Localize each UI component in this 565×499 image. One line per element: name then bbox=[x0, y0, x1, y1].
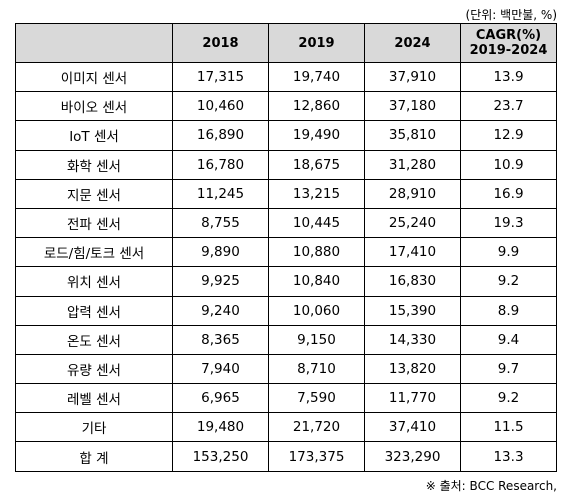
table-cell: 10,060 bbox=[268, 295, 365, 326]
header-cell-1: 2018 bbox=[172, 23, 269, 63]
table-row: 이미지 센서 17,315 19,740 37,910 13.9 bbox=[15, 61, 557, 93]
table-cell: 18,675 bbox=[268, 149, 365, 180]
sensor-market-table: 2018 2019 2024 CAGR(%) 2019-2024 이미지 센서 17,3… bbox=[15, 23, 557, 472]
table-cell: 9,150 bbox=[268, 324, 365, 355]
table-cell: 31,280 bbox=[364, 149, 461, 180]
table-cell: 10,840 bbox=[268, 266, 365, 297]
table-cell: 10,880 bbox=[268, 237, 365, 268]
table-cell: 323,290 bbox=[364, 441, 461, 472]
row-label: 바이오 센서 bbox=[15, 91, 173, 122]
row-label: 기타 bbox=[15, 412, 173, 443]
table-cell: 8,365 bbox=[172, 324, 269, 355]
table-cell: 7,940 bbox=[172, 353, 269, 385]
table-cell: 16,890 bbox=[172, 120, 269, 151]
table-cell: 9.2 bbox=[460, 383, 557, 414]
header-cell-2: 2019 bbox=[268, 23, 365, 63]
table-cell: 28,910 bbox=[364, 178, 461, 209]
table-cell: 17,315 bbox=[172, 61, 269, 93]
table-cell: 11,770 bbox=[364, 383, 461, 414]
row-label: 온도 센서 bbox=[15, 324, 173, 355]
row-label: 이미지 센서 bbox=[15, 61, 173, 93]
table-header-row: 2018 2019 2024 CAGR(%) 2019-2024 bbox=[15, 23, 557, 63]
table-row: 전파 센서 8,755 10,445 25,240 19.3 bbox=[15, 207, 557, 239]
header-cell-category bbox=[15, 23, 173, 63]
row-label: 로드/힘/토크 센서 bbox=[15, 237, 173, 268]
table-cell: 13.3 bbox=[460, 441, 557, 472]
table-cell: 11,245 bbox=[172, 178, 269, 209]
row-label: 레벨 센서 bbox=[15, 383, 173, 414]
table-cell: 19,480 bbox=[172, 412, 269, 443]
table-cell: 19.3 bbox=[460, 207, 557, 239]
row-label: 화학 센서 bbox=[15, 149, 173, 180]
table-row: 로드/힘/토크 센서 9,890 10,880 17,410 9.9 bbox=[15, 237, 557, 268]
row-label: 유량 센서 bbox=[15, 353, 173, 385]
table-body: 이미지 센서 17,315 19,740 37,910 13.9 바이오 센서 10,460… bbox=[15, 61, 557, 472]
table-cell: 9,240 bbox=[172, 295, 269, 326]
table-cell: 9,925 bbox=[172, 266, 269, 297]
table-cell: 8,755 bbox=[172, 207, 269, 239]
header-cell-3: 2024 bbox=[364, 23, 461, 63]
table-cell: 12.9 bbox=[460, 120, 557, 151]
table-cell: 10,445 bbox=[268, 207, 365, 239]
source-note: ※ 출처: BCC Research, bbox=[425, 479, 557, 493]
row-label: 지문 센서 bbox=[15, 178, 173, 209]
table-cell: 37,910 bbox=[364, 61, 461, 93]
table-row: 압력 센서 9,240 10,060 15,390 8.9 bbox=[15, 295, 557, 326]
table-cell: 12,860 bbox=[268, 91, 365, 122]
table-row: 기타 19,480 21,720 37,410 11.5 bbox=[15, 412, 557, 443]
table-cell: 25,240 bbox=[364, 207, 461, 239]
table-cell: 15,390 bbox=[364, 295, 461, 326]
table-cell: 16,780 bbox=[172, 149, 269, 180]
table-cell: 35,810 bbox=[364, 120, 461, 151]
table-row: 바이오 센서 10,460 12,860 37,180 23.7 bbox=[15, 91, 557, 122]
table-cell: 16,830 bbox=[364, 266, 461, 297]
row-label: 위치 센서 bbox=[15, 266, 173, 297]
table-cell: 173,375 bbox=[268, 441, 365, 472]
table-cell: 9.7 bbox=[460, 353, 557, 385]
table-cell: 153,250 bbox=[172, 441, 269, 472]
table-cell: 37,410 bbox=[364, 412, 461, 443]
table-cell: 9.2 bbox=[460, 266, 557, 297]
table-cell: 8,710 bbox=[268, 353, 365, 385]
table-cell: 11.5 bbox=[460, 412, 557, 443]
table-cell: 37,180 bbox=[364, 91, 461, 122]
table-cell: 6,965 bbox=[172, 383, 269, 414]
table-row: IoT 센서 16,890 19,490 35,810 12.9 bbox=[15, 120, 557, 151]
table-cell: 13,820 bbox=[364, 353, 461, 385]
row-label: 합 계 bbox=[15, 441, 173, 472]
table-row: 레벨 센서 6,965 7,590 11,770 9.2 bbox=[15, 383, 557, 414]
header-cell-4: CAGR(%) 2019-2024 bbox=[460, 23, 557, 63]
table-cell: 17,410 bbox=[364, 237, 461, 268]
table-cell: 10.9 bbox=[460, 149, 557, 180]
row-label: 압력 센서 bbox=[15, 295, 173, 326]
table-cell: 13,215 bbox=[268, 178, 365, 209]
table-cell: 14,330 bbox=[364, 324, 461, 355]
table-cell: 21,720 bbox=[268, 412, 365, 443]
table-cell: 9.4 bbox=[460, 324, 557, 355]
table-row: 온도 센서 8,365 9,150 14,330 9.4 bbox=[15, 324, 557, 355]
table-cell: 13.9 bbox=[460, 61, 557, 93]
table-cell: 23.7 bbox=[460, 91, 557, 122]
table-cell: 16.9 bbox=[460, 178, 557, 209]
row-label: IoT 센서 bbox=[15, 120, 173, 151]
table-row: 유량 센서 7,940 8,710 13,820 9.7 bbox=[15, 353, 557, 385]
table-row: 합 계 153,250 173,375 323,290 13.3 bbox=[15, 441, 557, 472]
table-cell: 9,890 bbox=[172, 237, 269, 268]
unit-note: (단위: 백만불, %) bbox=[465, 8, 557, 22]
table-row: 지문 센서 11,245 13,215 28,910 16.9 bbox=[15, 178, 557, 209]
table-row: 위치 센서 9,925 10,840 16,830 9.2 bbox=[15, 266, 557, 297]
table-cell: 19,490 bbox=[268, 120, 365, 151]
table-row: 화학 센서 16,780 18,675 31,280 10.9 bbox=[15, 149, 557, 180]
table-cell: 9.9 bbox=[460, 237, 557, 268]
table-cell: 8.9 bbox=[460, 295, 557, 326]
row-label: 전파 센서 bbox=[15, 207, 173, 239]
table-cell: 7,590 bbox=[268, 383, 365, 414]
table-cell: 19,740 bbox=[268, 61, 365, 93]
table-cell: 10,460 bbox=[172, 91, 269, 122]
